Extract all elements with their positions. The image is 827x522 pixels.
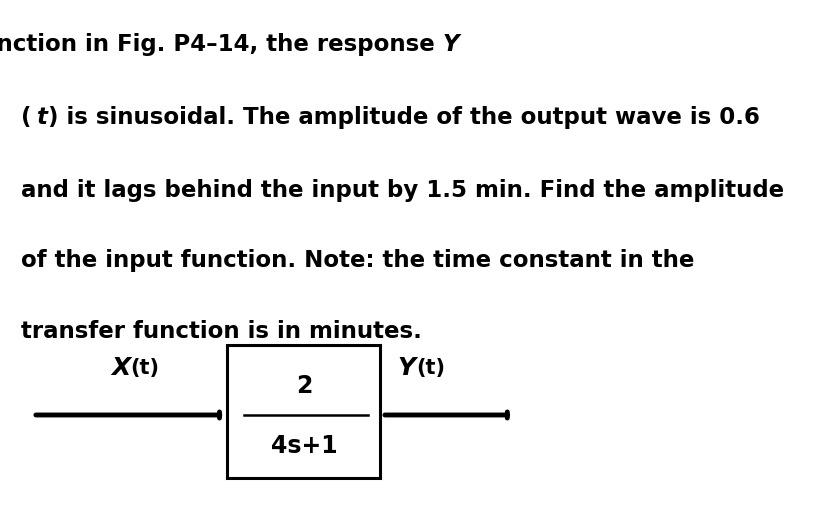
Text: and it lags behind the input by 1.5 min. Find the amplitude: and it lags behind the input by 1.5 min.… <box>21 179 784 202</box>
Bar <box>227 345 380 478</box>
Text: Y: Y <box>397 356 415 380</box>
Text: (: ( <box>21 106 31 129</box>
Text: (t): (t) <box>416 358 445 378</box>
Text: 4s+1: 4s+1 <box>271 434 337 458</box>
Text: X: X <box>112 356 131 380</box>
Text: of the input function. Note: the time constant in the: of the input function. Note: the time co… <box>21 250 694 272</box>
Text: t: t <box>36 106 46 129</box>
Text: transfer function is in minutes.: transfer function is in minutes. <box>21 320 422 343</box>
Text: ) is sinusoidal. The amplitude of the output wave is 0.6: ) is sinusoidal. The amplitude of the ou… <box>48 106 760 129</box>
Text: For the transfer function in Fig. P4–14, the response: For the transfer function in Fig. P4–14,… <box>0 33 442 56</box>
Text: (t): (t) <box>131 358 160 378</box>
Text: 2: 2 <box>296 374 313 398</box>
Text: Y: Y <box>442 33 459 56</box>
